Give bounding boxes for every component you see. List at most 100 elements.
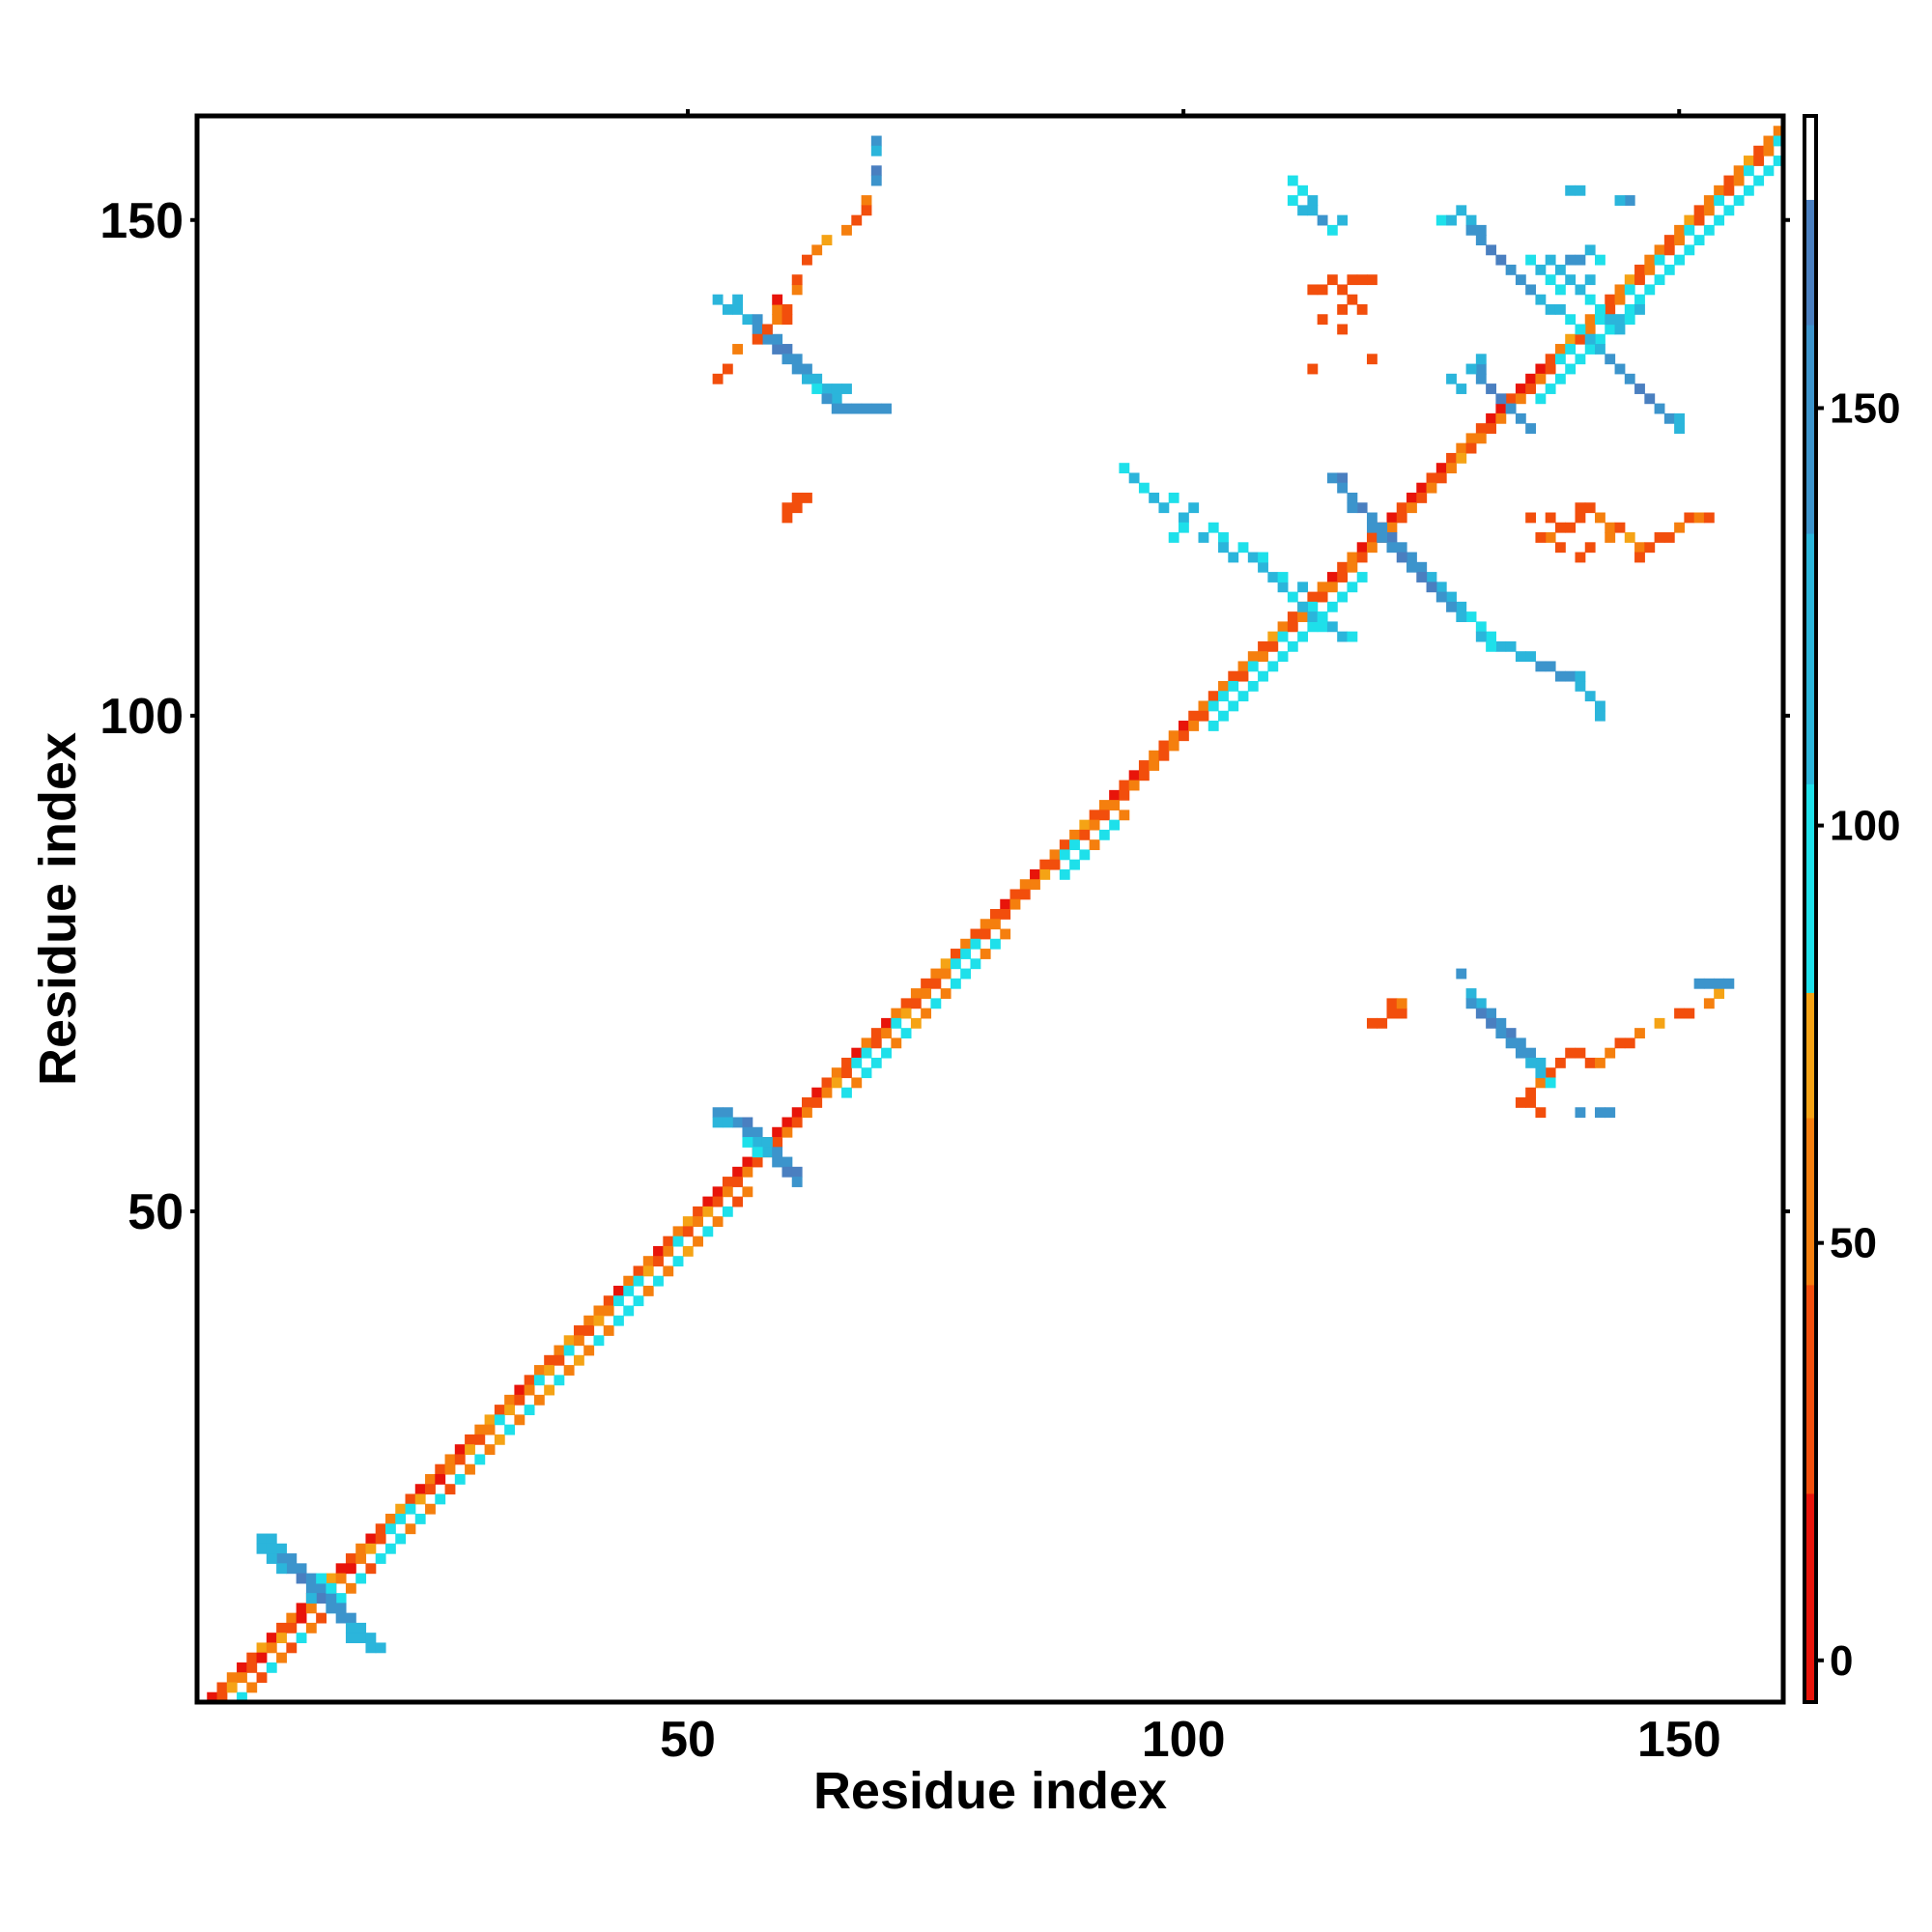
heatmap-cell (861, 1047, 872, 1059)
heatmap-cell (1674, 423, 1685, 434)
heatmap-cell (1149, 492, 1160, 503)
heatmap-cell (1763, 135, 1775, 147)
heatmap-cell (226, 1662, 238, 1673)
heatmap-cell (1525, 512, 1537, 524)
heatmap-cell (1644, 284, 1656, 296)
heatmap-cell (1317, 284, 1328, 296)
heatmap-cell (1714, 988, 1725, 999)
heatmap-cell (1535, 1057, 1547, 1068)
heatmap-cell (454, 1473, 466, 1485)
heatmap-cell (1297, 582, 1308, 593)
heatmap-cell (1347, 561, 1358, 573)
heatmap-cell (1634, 303, 1645, 315)
heatmap-cell (1138, 482, 1150, 494)
heatmap-cell (1069, 829, 1080, 840)
x-tick-label: 100 (1142, 1712, 1226, 1768)
heatmap-cell (305, 1622, 317, 1634)
heatmap-cell (761, 324, 773, 335)
colorbar-band (1804, 199, 1816, 326)
heatmap-cell (682, 1216, 694, 1227)
heatmap-cell (573, 1325, 584, 1336)
heatmap-cell (682, 1226, 694, 1237)
heatmap-cell (613, 1315, 624, 1326)
heatmap-cell (1287, 195, 1298, 206)
heatmap-cell (603, 1325, 614, 1336)
heatmap-cell (1763, 145, 1775, 156)
heatmap-cell (425, 1503, 436, 1515)
heatmap-cell (237, 1652, 247, 1663)
heatmap-cell (1663, 532, 1675, 543)
heatmap-cell (1307, 591, 1319, 603)
heatmap-cell (1554, 542, 1566, 554)
heatmap-cell (1326, 224, 1338, 236)
heatmap-cell (1525, 423, 1537, 434)
heatmap-cell (444, 1463, 456, 1475)
heatmap-cell (1554, 373, 1566, 384)
heatmap-cell (414, 1493, 426, 1505)
heatmap-cell (781, 512, 793, 524)
heatmap-cell (1178, 522, 1189, 533)
heatmap-cell (1614, 284, 1626, 296)
heatmap-cell (573, 1354, 584, 1366)
heatmap-cell (891, 1037, 902, 1049)
colorbar-band (1804, 325, 1816, 534)
heatmap-cell (1039, 868, 1051, 880)
heatmap-cell (484, 1444, 496, 1456)
heatmap-cell (742, 1137, 753, 1148)
heatmap-cell (1584, 542, 1596, 554)
heatmap-cell (1634, 552, 1645, 563)
heatmap-cell (1554, 344, 1566, 355)
heatmap-cell (1446, 463, 1457, 474)
heatmap-cell (781, 314, 793, 326)
heatmap-cell (702, 1226, 714, 1237)
heatmap-cell (851, 1047, 863, 1059)
colorbar-band (1804, 1284, 1816, 1494)
heatmap-cell (1287, 175, 1298, 186)
heatmap-cell (841, 224, 852, 236)
heatmap-cell (781, 1126, 793, 1138)
heatmap-cell (1595, 1107, 1605, 1119)
heatmap-cell (1624, 195, 1635, 206)
heatmap-cell (1595, 254, 1605, 266)
heatmap-cell (1128, 780, 1140, 791)
heatmap-cell (881, 1028, 892, 1039)
heatmap-cell (1158, 750, 1170, 761)
heatmap-cell (1525, 254, 1537, 266)
heatmap-cell (811, 244, 823, 256)
heatmap-cell (1347, 502, 1358, 514)
heatmap-cell (305, 1573, 317, 1584)
heatmap-cell (1644, 393, 1656, 405)
heatmap-cell (1595, 700, 1605, 712)
heatmap-cell (752, 1156, 763, 1168)
heatmap-cell (752, 1137, 763, 1148)
heatmap-cell (1347, 582, 1358, 593)
colorbar-tick-label: 100 (1830, 803, 1900, 850)
heatmap-cell (1267, 661, 1279, 672)
heatmap-cell (1634, 542, 1645, 554)
heatmap-cell (1634, 264, 1645, 275)
heatmap-cell (1258, 640, 1268, 652)
colorbar-band (1804, 783, 1816, 993)
heatmap-cell (1743, 185, 1754, 196)
heatmap-cell (1158, 502, 1170, 514)
heatmap-cell (1584, 294, 1596, 305)
heatmap-cell (1654, 532, 1665, 543)
heatmap-cell (623, 1275, 635, 1287)
heatmap-cell (355, 1543, 367, 1554)
heatmap-cell (1247, 651, 1259, 663)
heatmap-cell (1624, 532, 1635, 543)
heatmap-cell (791, 363, 803, 375)
heatmap-cell (663, 1245, 674, 1257)
heatmap-cell (1396, 998, 1407, 1009)
heatmap-cell (1535, 363, 1547, 375)
heatmap-cell (494, 1434, 505, 1445)
heatmap-cell (1703, 512, 1715, 524)
heatmap-cell (316, 1593, 327, 1604)
heatmap-cell (345, 1563, 356, 1575)
heatmap-cell (841, 384, 852, 394)
heatmap-cell (1307, 284, 1319, 296)
heatmap-cell (802, 1096, 812, 1108)
heatmap-cell (1019, 879, 1031, 891)
heatmap-cell (1486, 423, 1496, 434)
heatmap-cell (1337, 561, 1349, 573)
